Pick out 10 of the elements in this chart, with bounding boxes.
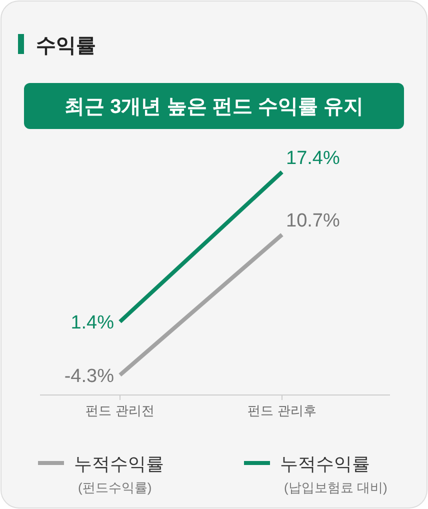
chart-subtitle: 최근 3개년 높은 펀드 수익률 유지 <box>64 96 364 118</box>
data-label: 17.4% <box>286 148 340 169</box>
x-tick-label: 펀드 관리후 <box>248 403 316 418</box>
chart-title: 수익률 <box>36 35 96 57</box>
legend-label: 누적수익률 (펀드수익률) <box>74 454 164 495</box>
legend-label: 누적수익률 (납입보험료 대비) <box>280 454 388 495</box>
data-label: 10.7% <box>286 210 340 232</box>
data-label: -4.3% <box>64 366 114 387</box>
x-tick-label: 펀드 관리전 <box>86 403 154 418</box>
data-label: 1.4% <box>70 312 114 334</box>
